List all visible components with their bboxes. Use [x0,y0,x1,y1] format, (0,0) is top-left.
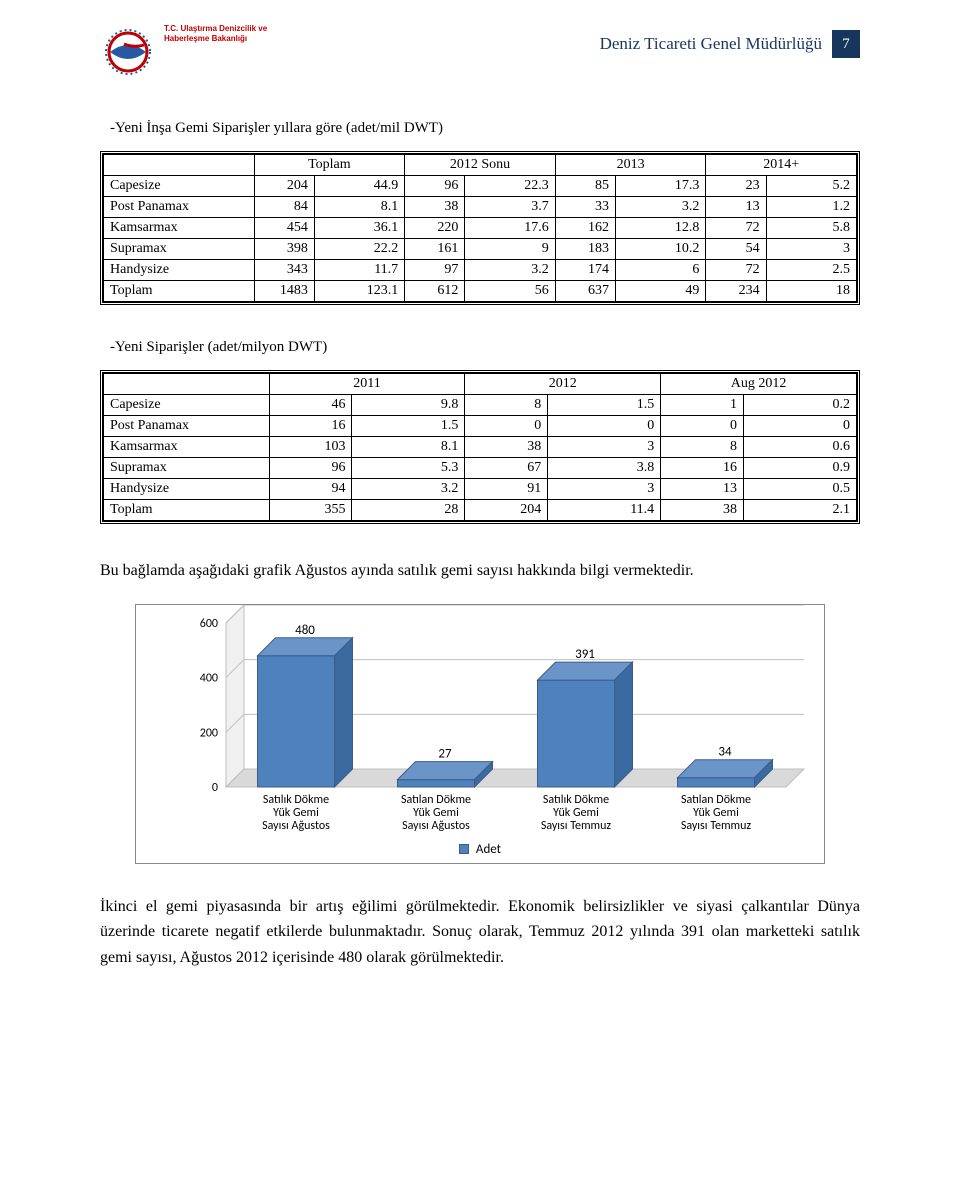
logo-block: T.C. Ulaştırma Denizcilik ve Haberleşme … [100,24,274,80]
ministry-logo-icon [100,24,156,80]
svg-text:Sayısı Ağustos: Sayısı Ağustos [402,819,470,833]
bar-chart-svg: 0200400600480Satılık DökmeYük GemiSayısı… [136,605,826,865]
svg-text:400: 400 [200,671,218,685]
paragraph1: Bu bağlamda aşağıdaki grafik Ağustos ayı… [100,558,860,584]
table-row: Capesize20444.99622.38517.3235.2 [104,176,857,197]
table-row: Post Panamax848.1383.7333.2131.2 [104,197,857,218]
table2: 20112012Aug 2012Capesize469.881.510.2Pos… [103,373,857,521]
svg-text:0: 0 [212,781,218,795]
svg-text:600: 600 [200,617,218,631]
table-row: Handysize34311.7973.21746722.5 [104,260,857,281]
table-row: Supramax39822.2161918310.2543 [104,239,857,260]
svg-text:27: 27 [438,746,452,761]
legend-label: Adet [476,842,501,857]
svg-text:Satılan Dökme: Satılan Dökme [681,793,751,807]
paragraph2: İkinci el gemi piyasasında bir artış eği… [100,894,860,971]
table1-wrap: Toplam2012 Sonu20132014+Capesize20444.99… [100,151,860,305]
table-row: Capesize469.881.510.2 [104,395,857,416]
svg-text:Satılık Dökme: Satılık Dökme [263,793,329,807]
table-row: Kamsarmax45436.122017.616212.8725.8 [104,218,857,239]
table-row: Kamsarmax1038.138380.6 [104,437,857,458]
page-number: 7 [832,30,860,58]
section2-title: -Yeni Siparişler (adet/milyon DWT) [110,339,860,356]
bar-chart: 0200400600480Satılık DökmeYük GemiSayısı… [135,604,825,864]
svg-text:Satılık Dökme: Satılık Dökme [543,793,609,807]
legend-swatch-icon [459,844,469,854]
header-title: Deniz Ticareti Genel Müdürlüğü [600,34,822,54]
table-row: Supramax965.3673.8160.9 [104,458,857,479]
svg-text:Sayısı Temmuz: Sayısı Temmuz [681,819,752,833]
logo-text: T.C. Ulaştırma Denizcilik ve Haberleşme … [164,24,274,43]
chart-legend: Adet [136,842,824,857]
document-page: T.C. Ulaştırma Denizcilik ve Haberleşme … [0,0,960,1030]
svg-text:Sayısı Temmuz: Sayısı Temmuz [541,819,612,833]
table-row: Toplam3552820411.4382.1 [104,500,857,521]
svg-text:200: 200 [200,726,218,740]
svg-text:Yük Gemi: Yük Gemi [273,806,319,820]
svg-text:34: 34 [718,744,732,759]
table-row: Toplam1483123.1612566374923418 [104,281,857,302]
table2-wrap: 20112012Aug 2012Capesize469.881.510.2Pos… [100,370,860,524]
svg-text:Sayısı Ağustos: Sayısı Ağustos [262,819,330,833]
page-header: T.C. Ulaştırma Denizcilik ve Haberleşme … [100,24,860,80]
svg-text:391: 391 [575,647,595,662]
section1-title: -Yeni İnşa Gemi Siparişler yıllara göre … [110,120,860,137]
svg-text:480: 480 [295,622,315,637]
svg-text:Yük Gemi: Yük Gemi [553,806,599,820]
table1: Toplam2012 Sonu20132014+Capesize20444.99… [103,154,857,302]
svg-text:Yük Gemi: Yük Gemi [413,806,459,820]
header-right: Deniz Ticareti Genel Müdürlüğü 7 [600,30,860,58]
table-row: Handysize943.2913130.5 [104,479,857,500]
svg-text:Satılan Dökme: Satılan Dökme [401,793,471,807]
svg-text:Yük Gemi: Yük Gemi [693,806,739,820]
table-row: Post Panamax161.50000 [104,416,857,437]
